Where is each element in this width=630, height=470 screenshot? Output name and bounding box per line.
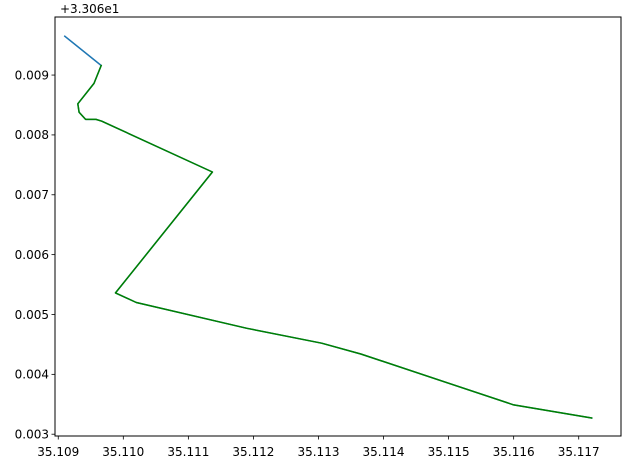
x-tick-label: 35.115 [428, 445, 470, 459]
y-tick-label: 0.009 [15, 68, 49, 82]
y-tick-label: 0.003 [15, 428, 49, 442]
y-tick-label: 0.007 [15, 188, 49, 202]
x-tick-label: 35.113 [297, 445, 339, 459]
y-tick-label: 0.004 [15, 368, 49, 382]
y-tick-label: 0.005 [15, 308, 49, 322]
x-tick-label: 35.114 [363, 445, 405, 459]
x-axis: 35.109 35.110 35.111 35.112 35.113 35.114 35.1… [37, 436, 600, 459]
x-tick-label: 35.109 [37, 445, 79, 459]
y-tick-label: 0.006 [15, 248, 49, 262]
y-axis: 0.003 0.004 0.005 0.006 0.007 0.008 0.009 [15, 68, 55, 442]
y-offset-label: +3.306e1 [60, 2, 119, 16]
x-tick-label: 35.110 [102, 445, 144, 459]
x-tick-label: 35.117 [558, 445, 600, 459]
plot-frame [54, 16, 622, 437]
y-tick-label: 0.008 [15, 128, 49, 142]
x-tick-label: 35.116 [493, 445, 535, 459]
x-tick-label: 35.112 [232, 445, 274, 459]
x-tick-label: 35.111 [167, 445, 209, 459]
series-line-2 [77, 64, 593, 419]
series-layer [63, 35, 593, 419]
